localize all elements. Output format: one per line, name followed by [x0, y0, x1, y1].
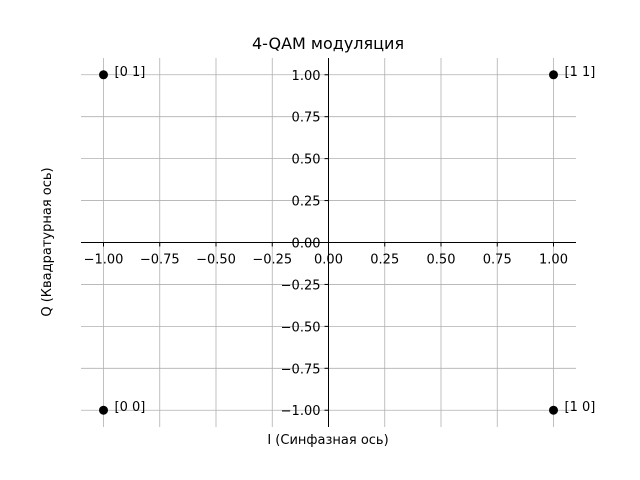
x-tick-label: −0.50	[196, 253, 236, 268]
y-tick-label: −0.25	[281, 278, 321, 293]
y-tick-label: 0.50	[292, 153, 321, 168]
constellation-point	[549, 70, 558, 80]
y-tick-label: 1.00	[292, 69, 321, 84]
x-tick-label: 0.50	[427, 253, 456, 268]
constellation-point-label: [1 0]	[565, 400, 596, 415]
constellation-point	[549, 405, 558, 415]
y-tick-label: −0.50	[281, 320, 321, 335]
x-tick-label: 0.00	[314, 253, 343, 268]
x-axis-label: I (Синфазная ось)	[267, 433, 388, 448]
constellation-point	[99, 70, 108, 80]
ticks: −1.00 −0.75 −0.50 −0.25 0.00 0.25 0.50 0.75 1.00…	[84, 69, 568, 419]
constellation-point-label: [0 1]	[115, 65, 146, 80]
x-tick-label: 0.75	[483, 253, 512, 268]
constellation-point-label: [1 1]	[565, 65, 596, 80]
x-tick-label: −0.25	[252, 253, 292, 268]
y-tick-label: 0.25	[292, 195, 321, 210]
constellation-point	[99, 405, 108, 415]
x-tick-label: −1.00	[84, 253, 124, 268]
x-tick-label: −0.75	[140, 253, 180, 268]
y-tick-label: −0.75	[281, 362, 321, 377]
y-axis-label: Q (Квадратурная ось)	[40, 167, 55, 316]
chart-title: 4-QAM модуляция	[252, 34, 404, 53]
x-tick-label: 0.25	[370, 253, 399, 268]
y-tick-label: 0.00	[292, 237, 321, 252]
constellation-point-label: [0 0]	[115, 400, 146, 415]
y-tick-label: 0.75	[292, 111, 321, 126]
data-points: [0 1] [1 1] [0 0] [1 0]	[99, 65, 595, 415]
y-tick-label: −1.00	[281, 404, 321, 419]
x-tick-label: 1.00	[539, 253, 568, 268]
